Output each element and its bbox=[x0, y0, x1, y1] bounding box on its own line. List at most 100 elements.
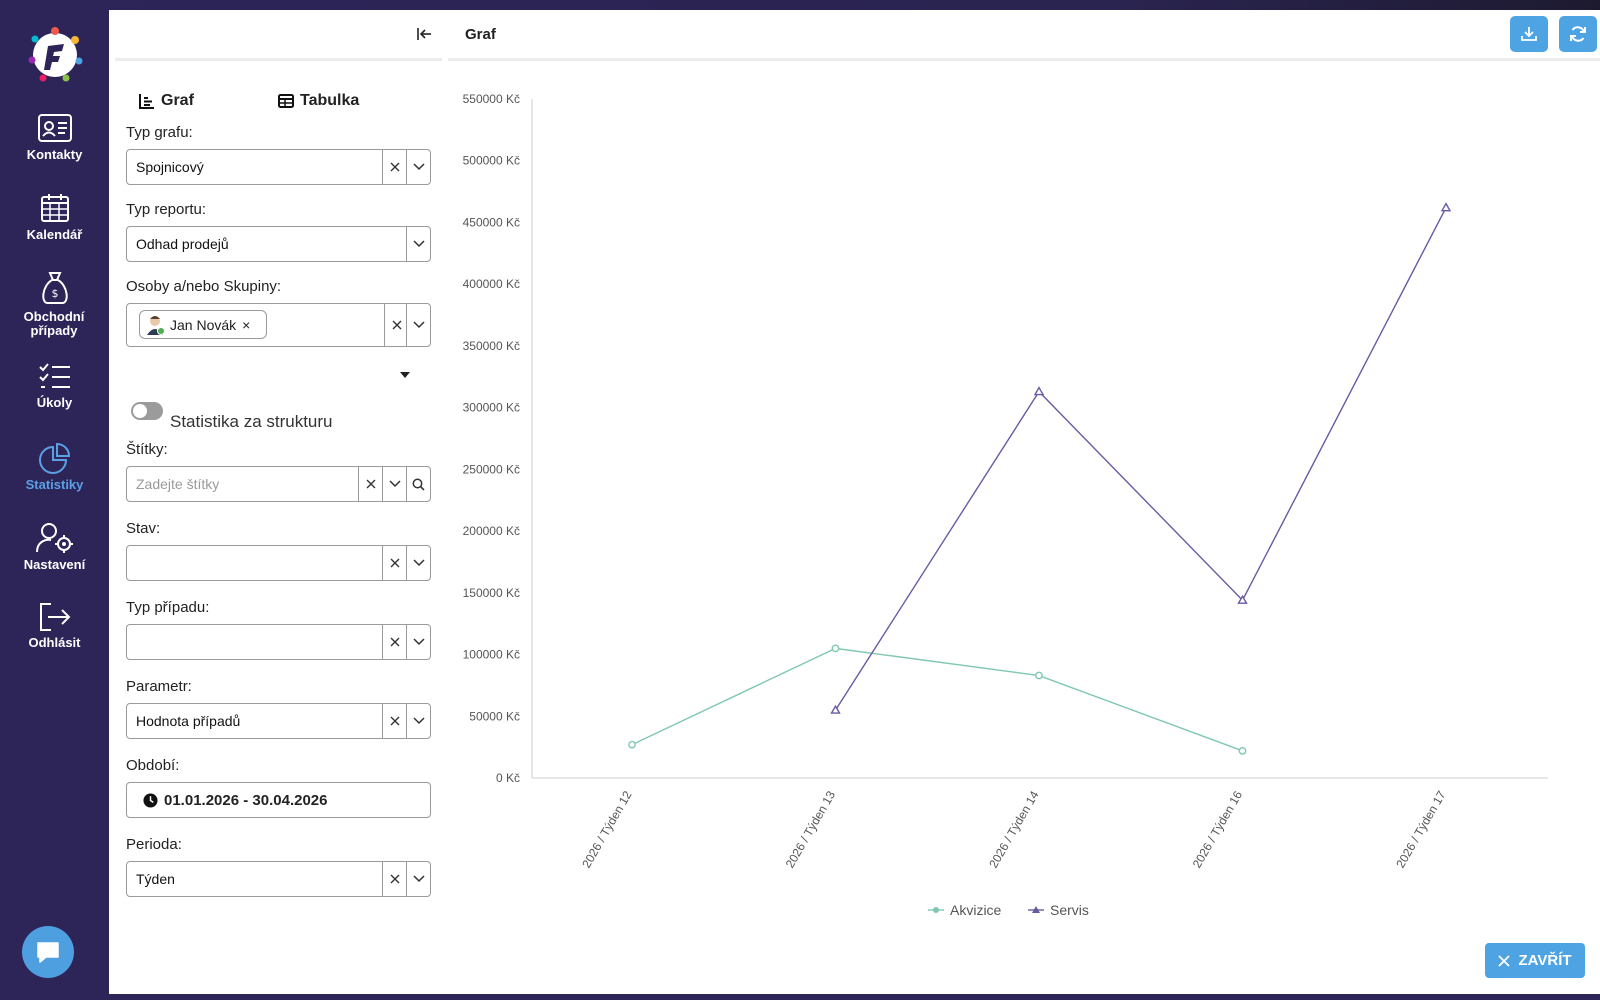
nav-item-kalendar[interactable]: Kalendář bbox=[0, 192, 109, 242]
refresh-button[interactable] bbox=[1559, 16, 1597, 52]
contact-card-icon bbox=[37, 114, 72, 142]
case-type-label: Typ případu: bbox=[126, 599, 210, 616]
y-tick-label: 50000 Kč bbox=[469, 709, 520, 723]
checklist-icon bbox=[38, 363, 70, 388]
clear-icon[interactable] bbox=[382, 546, 406, 580]
tags-input[interactable]: Zadejte štítky bbox=[126, 466, 431, 502]
view-tabs: Graf Tabulka bbox=[139, 92, 419, 118]
y-tick-label: 550000 Kč bbox=[463, 92, 520, 106]
chat-bubble-icon bbox=[37, 942, 59, 963]
data-point bbox=[831, 644, 840, 653]
parameter-select[interactable]: Hodnota případů bbox=[126, 703, 431, 739]
app-logo bbox=[28, 27, 83, 82]
nav-label: Odhlásit bbox=[28, 635, 81, 650]
close-icon bbox=[1498, 954, 1511, 967]
nav-label: Nastavení bbox=[23, 557, 86, 572]
main-navigation: Kontakty Kalendář $ Obchodní případy bbox=[0, 0, 109, 1000]
chevron-down-icon[interactable] bbox=[406, 150, 430, 184]
chevron-down-icon[interactable] bbox=[406, 704, 430, 738]
chevron-down-icon[interactable] bbox=[406, 862, 430, 896]
remove-chip-icon[interactable]: × bbox=[242, 316, 251, 333]
y-tick-label: 300000 Kč bbox=[463, 401, 520, 415]
report-type-select[interactable]: Odhad prodejů bbox=[126, 226, 431, 262]
case-type-select[interactable] bbox=[126, 624, 431, 660]
x-tick-label: 2026 / Týden 17 bbox=[1393, 788, 1449, 870]
people-label: Osoby a/nebo Skupiny: bbox=[126, 278, 282, 295]
parameter-label: Parametr: bbox=[126, 678, 192, 695]
tab-tabulka[interactable]: Tabulka bbox=[278, 92, 359, 110]
clear-icon[interactable] bbox=[382, 625, 406, 659]
chart-type-select[interactable]: Spojnicový bbox=[126, 149, 431, 185]
data-point bbox=[1035, 671, 1043, 680]
bar-chart-icon bbox=[139, 94, 154, 109]
nav-item-ukoly[interactable]: Úkoly bbox=[0, 362, 109, 410]
pie-chart-icon bbox=[38, 442, 70, 474]
data-point bbox=[628, 740, 636, 749]
date-range-field[interactable]: 01.01.2026 - 30.04.2026 bbox=[126, 782, 431, 818]
filter-sidebar-header bbox=[115, 10, 442, 61]
state-select[interactable] bbox=[126, 545, 431, 581]
clear-icon[interactable] bbox=[384, 304, 408, 346]
legend-label: Akvizice bbox=[950, 902, 1002, 918]
calendar-icon bbox=[40, 194, 69, 222]
date-range-label: Období: bbox=[126, 757, 180, 774]
nav-item-nastaveni[interactable]: Nastavení bbox=[0, 522, 109, 572]
person-chip: Jan Novák × bbox=[139, 310, 267, 339]
nav-item-odhlasit[interactable]: Odhlásit bbox=[0, 602, 109, 650]
clock-icon bbox=[143, 792, 158, 808]
nav-label: Kalendář bbox=[26, 227, 83, 242]
chevron-down-icon[interactable] bbox=[406, 625, 430, 659]
chevron-down-icon[interactable] bbox=[406, 304, 430, 346]
tab-tabulka-label: Tabulka bbox=[300, 92, 360, 109]
structure-toggle[interactable] bbox=[131, 402, 163, 420]
report-type-value: Odhad prodejů bbox=[136, 236, 229, 252]
line-chart: 0 Kč 50000 Kč 100000 Kč 150000 Kč 200000 Kč 2… bbox=[463, 92, 1548, 918]
tags-placeholder: Zadejte štítky bbox=[136, 476, 220, 492]
y-tick-label: 500000 Kč bbox=[463, 154, 520, 168]
chart-header: Graf bbox=[448, 10, 1600, 61]
data-point bbox=[1238, 746, 1247, 755]
chevron-down-icon[interactable] bbox=[406, 227, 430, 261]
data-point bbox=[1440, 202, 1452, 212]
search-icon[interactable] bbox=[406, 467, 430, 501]
y-tick-label: 0 Kč bbox=[496, 771, 520, 785]
collapse-left-icon bbox=[417, 28, 431, 40]
clear-icon[interactable] bbox=[358, 467, 382, 501]
clear-icon[interactable] bbox=[382, 150, 406, 184]
chevron-down-icon[interactable] bbox=[382, 467, 406, 501]
y-tick-label: 450000 Kč bbox=[463, 215, 520, 229]
download-button[interactable] bbox=[1510, 16, 1548, 52]
structure-toggle-label: Statistika za strukturu bbox=[170, 412, 333, 431]
report-type-label: Typ reportu: bbox=[126, 201, 207, 218]
nav-item-statistiky[interactable]: Statistiky bbox=[0, 442, 109, 492]
person-avatar-icon bbox=[147, 315, 164, 335]
period-value: Týden bbox=[136, 871, 175, 887]
x-tick-label: 2026 / Týden 13 bbox=[783, 788, 839, 870]
period-select[interactable]: Týden bbox=[126, 861, 431, 897]
statistics-panel: Graf Tabulka Typ grafu: Spojnicový bbox=[109, 10, 1600, 994]
chart-type-value: Spojnicový bbox=[136, 159, 204, 175]
chat-button[interactable] bbox=[22, 926, 74, 978]
series-line-akvizice bbox=[631, 647, 1243, 752]
filter-sidebar: Graf Tabulka Typ grafu: Spojnicový bbox=[109, 10, 442, 994]
tab-graf-label: Graf bbox=[161, 92, 194, 109]
close-button[interactable]: ZAVŘÍT bbox=[1485, 943, 1585, 978]
chevron-down-icon[interactable] bbox=[406, 546, 430, 580]
clear-icon[interactable] bbox=[382, 862, 406, 896]
nav-label: Úkoly bbox=[36, 395, 73, 410]
table-icon bbox=[278, 94, 294, 108]
nav-item-kontakty[interactable]: Kontakty bbox=[0, 112, 109, 162]
caret-down-icon[interactable] bbox=[400, 372, 410, 378]
clear-icon[interactable] bbox=[382, 704, 406, 738]
collapse-sidebar-button[interactable] bbox=[412, 22, 436, 46]
data-point bbox=[1033, 386, 1045, 396]
y-tick-label: 100000 Kč bbox=[463, 648, 520, 662]
nav-item-obchodni-pripady[interactable]: $ Obchodní případy bbox=[0, 270, 109, 338]
window-top-strip bbox=[0, 0, 1600, 10]
nav-label: Statistiky bbox=[25, 477, 84, 492]
nav-label: Obchodní případy bbox=[23, 309, 85, 338]
user-gear-icon bbox=[35, 523, 73, 553]
data-point bbox=[830, 704, 841, 714]
tab-graf[interactable]: Graf bbox=[139, 92, 194, 110]
people-select[interactable]: Jan Novák × bbox=[126, 303, 431, 347]
